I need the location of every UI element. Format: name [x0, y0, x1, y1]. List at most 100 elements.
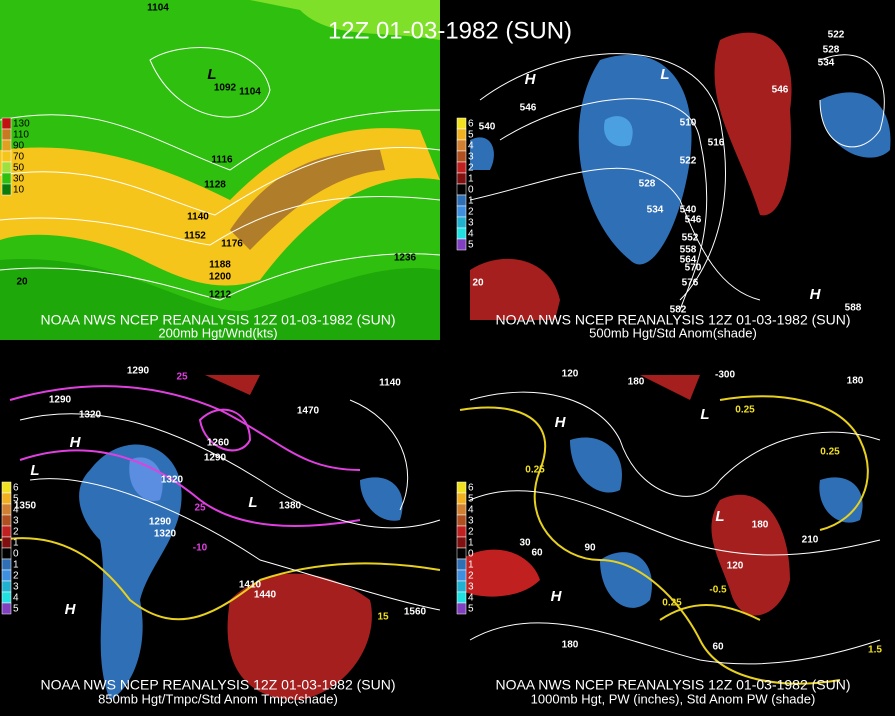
panel-caption: NOAA NWS NCEP REANALYSIS 12Z 01-03-1982 …: [495, 312, 850, 328]
labels-layer: NOAA NWS NCEP REANALYSIS 12Z 01-03-1982 …: [1, 3, 882, 706]
contour-label: -10: [193, 543, 208, 554]
contour-label: 1560: [404, 607, 427, 618]
legend-label: 0: [468, 185, 474, 196]
height-contours: [0, 47, 441, 301]
legend-swatch: [1, 569, 12, 582]
contour-label: H: [810, 286, 822, 303]
contour-label: 1350: [14, 501, 37, 512]
legend-label: 0: [468, 549, 474, 560]
legend-swatch: [456, 481, 467, 494]
contour-label: 1152: [184, 231, 206, 242]
panel-1000mb: [455, 370, 895, 716]
legend-swatch: [1, 117, 12, 130]
legend-label: 1: [13, 560, 19, 571]
legend-label: 3: [468, 516, 474, 527]
panel-subtitle: 1000mb Hgt, PW (inches), Std Anom PW (sh…: [531, 691, 816, 706]
contour-label: 528: [823, 45, 840, 56]
legend-label: 5: [468, 494, 474, 505]
legend-label: 6: [468, 483, 474, 494]
panel-subtitle: 500mb Hgt/Std Anom(shade): [589, 325, 757, 340]
panel-850mb: [0, 370, 441, 716]
legend-label: 4: [468, 229, 474, 240]
legend-label: 4: [468, 593, 474, 604]
neg-anomaly: [600, 552, 652, 608]
legend-swatch: [1, 525, 12, 538]
contour-label: 552: [682, 233, 699, 244]
contour-label: 0.25: [735, 405, 755, 416]
contour-label: 546: [772, 85, 789, 96]
panel-caption: NOAA NWS NCEP REANALYSIS 12Z 01-03-1982 …: [40, 312, 395, 328]
contour-label: 1140: [187, 212, 209, 223]
contour-label: 1320: [79, 410, 102, 421]
panel-500mb: [455, 0, 895, 340]
legend-swatch: [456, 525, 467, 538]
legend-swatch: [1, 172, 12, 185]
legend-label: 3: [13, 516, 19, 527]
legend-label: 2: [468, 207, 474, 218]
contour-label: 1440: [254, 590, 277, 601]
map-title: 12Z 01-03-1982 (SUN): [328, 17, 572, 44]
pos-anomaly: [227, 573, 372, 700]
legend-swatch: [456, 161, 467, 174]
contour-label: 60: [712, 642, 724, 653]
legend-swatch: [1, 558, 12, 571]
legend-label: 4: [468, 505, 474, 516]
panel-bg: [0, 370, 440, 716]
legend-label: 5: [13, 494, 19, 505]
legend-label: 2: [13, 527, 19, 538]
legend-label: 3: [13, 582, 19, 593]
legend-label: 110: [13, 130, 29, 141]
legend-swatch: [1, 580, 12, 593]
legend-swatch: [1, 503, 12, 516]
contour-label: 180: [562, 640, 579, 651]
pos-anomaly: [640, 375, 700, 400]
contour-label: 1092: [214, 83, 237, 94]
legend-swatch: [1, 139, 12, 152]
legend-swatch: [1, 514, 12, 527]
contour-label: 25: [194, 503, 206, 514]
neg-anomaly: [129, 457, 163, 501]
legend-label: 3: [468, 152, 474, 163]
contour-label: 540: [479, 122, 496, 133]
legend-label: 6: [468, 119, 474, 130]
legend-swatch: [1, 602, 12, 615]
legend-swatch: [456, 558, 467, 571]
contour-label: 540: [680, 205, 697, 216]
panel-bg: [455, 370, 895, 716]
legend-swatch: [456, 227, 467, 240]
legend-swatch: [456, 117, 467, 130]
contour-label: L: [248, 494, 257, 511]
height-contours: [19, 399, 441, 611]
contour-label: 1140: [379, 378, 401, 389]
contour-label: 528: [639, 179, 656, 190]
contour-label: 576: [682, 278, 699, 289]
legend-swatch: [456, 580, 467, 593]
contour-label: 1128: [204, 180, 226, 191]
contour-label: 0.25: [820, 447, 840, 458]
temperature-contours: [9, 385, 361, 527]
contour-label: 1116: [211, 155, 233, 166]
legend-swatch: [456, 503, 467, 516]
contour-label: L: [660, 66, 669, 83]
contour-label: 1212: [209, 290, 232, 301]
legend-label: 1: [13, 538, 19, 549]
legend-label: 5: [468, 240, 474, 251]
legend-label: 4: [13, 505, 19, 516]
contour-label: 1410: [239, 580, 262, 591]
legend-swatch: [456, 128, 467, 141]
contour-label: 534: [647, 205, 664, 216]
legend-swatch: [1, 481, 12, 494]
legend-label: 1: [468, 196, 474, 207]
contour-label: 1236: [394, 253, 417, 264]
contour-label: 180: [847, 376, 864, 387]
contour-label: H: [551, 588, 563, 605]
legend-swatch: [456, 569, 467, 582]
legend-label: 1: [468, 538, 474, 549]
contour-label: 30: [519, 538, 531, 549]
pw-contours: [459, 395, 869, 685]
contour-label: 1380: [279, 501, 302, 512]
legend-label: 2: [468, 163, 474, 174]
contour-label: 1320: [161, 475, 184, 486]
legend-swatch: [456, 238, 467, 251]
contour-label: L: [30, 462, 39, 479]
